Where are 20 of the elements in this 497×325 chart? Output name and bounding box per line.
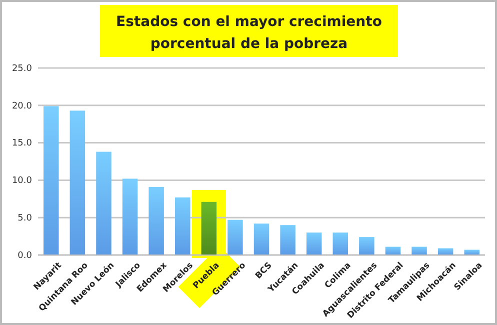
bar (228, 220, 243, 255)
bar (96, 152, 112, 255)
y-tick-label: 5.0 (18, 213, 32, 224)
bar (254, 224, 270, 255)
bar (280, 225, 296, 255)
bar (306, 232, 322, 255)
bar (148, 186, 164, 255)
bar (385, 246, 401, 255)
y-tick-label: 20.0 (12, 101, 32, 112)
y-tick-label: 0.0 (18, 250, 32, 261)
bar (70, 110, 86, 255)
chart-title: Estados con el mayor crecimiento porcentual de la pobreza (116, 14, 382, 52)
y-tick-label: 25.0 (12, 64, 32, 74)
bar (332, 232, 348, 255)
bar (122, 178, 138, 255)
bar (44, 106, 59, 255)
bar (412, 246, 427, 255)
y-tick-label: 15.0 (12, 138, 32, 149)
bar (359, 237, 374, 255)
y-tick-label: 10.0 (12, 176, 32, 186)
